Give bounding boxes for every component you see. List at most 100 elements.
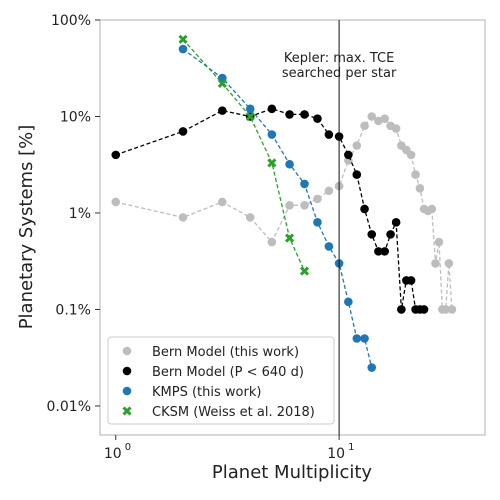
series-layer — [111, 34, 457, 372]
y-tick-label: 100% — [51, 13, 91, 29]
data-point — [324, 130, 334, 139]
data-point — [218, 106, 227, 115]
data-point — [267, 237, 277, 247]
y-tick-label: 1% — [69, 206, 91, 222]
series-0 — [111, 112, 457, 314]
data-point — [352, 170, 362, 179]
data-point — [313, 218, 322, 227]
cross-stroke — [299, 266, 310, 276]
data-point — [391, 124, 401, 133]
data-point — [324, 186, 334, 196]
kepler-annotation-line: Kepler: max. TCE — [284, 51, 394, 66]
data-point — [111, 150, 121, 160]
x-tick-exponent: 1 — [348, 442, 354, 453]
legend-marker — [122, 346, 132, 356]
data-point — [267, 104, 277, 114]
legend-label: Bern Model (P < 640 d) — [152, 365, 304, 380]
series-line — [115, 108, 424, 311]
data-point — [380, 114, 389, 123]
data-point — [324, 242, 334, 251]
data-point — [447, 305, 457, 314]
x-tick-label: 10 — [104, 446, 122, 462]
kepler-annotation-line: searched per star — [282, 66, 397, 81]
legend-label: Bern Model (this work) — [152, 345, 299, 360]
series-line — [115, 115, 453, 311]
cross-stroke — [122, 406, 132, 416]
data-point — [300, 179, 309, 189]
data-point — [397, 305, 406, 314]
data-point — [367, 230, 377, 239]
data-point — [245, 111, 255, 122]
x-tick-exponent: 0 — [125, 442, 131, 453]
data-point — [285, 110, 294, 119]
legend-marker — [122, 386, 132, 396]
data-point — [285, 201, 294, 210]
series-3 — [178, 34, 310, 276]
legend-label: CKSM (Weiss et al. 2018) — [152, 405, 315, 420]
data-point — [386, 230, 395, 239]
data-point — [178, 127, 188, 136]
ticks-layer: 100%10%1%0.1%0.01%10 0 10 1 — [47, 13, 355, 462]
legend-label: KMPS (this work) — [152, 385, 261, 400]
legend-marker — [122, 406, 132, 416]
data-point — [360, 121, 369, 131]
data-point — [299, 266, 310, 276]
data-point — [380, 247, 389, 256]
data-point — [300, 110, 309, 119]
data-point — [406, 150, 416, 160]
data-point — [178, 213, 188, 222]
data-point — [434, 237, 444, 247]
data-point — [284, 233, 295, 243]
series-line — [182, 48, 373, 368]
data-point — [344, 150, 353, 160]
plot-area — [99, 19, 486, 436]
data-point — [267, 130, 277, 139]
data-point — [344, 297, 353, 307]
series-line — [182, 38, 306, 272]
x-axis-title: Planet Multiplicity — [212, 462, 373, 483]
data-point — [111, 197, 121, 207]
data-point — [313, 114, 322, 123]
data-point — [367, 363, 377, 372]
legend-marker — [122, 366, 132, 376]
data-point — [360, 204, 369, 214]
cross-stroke — [284, 233, 295, 243]
data-point — [427, 204, 437, 214]
data-point — [218, 197, 227, 207]
data-point — [217, 78, 227, 89]
data-point — [178, 44, 188, 54]
data-point — [406, 276, 416, 285]
data-point — [431, 259, 440, 268]
data-point — [444, 259, 454, 268]
cross-stroke — [178, 34, 188, 44]
data-point — [267, 158, 277, 168]
data-point — [360, 334, 369, 343]
y-tick-label: 0.1% — [55, 302, 91, 318]
cross-stroke — [217, 78, 227, 89]
x-tick-label: 10 — [327, 446, 345, 462]
data-point — [411, 170, 420, 179]
data-point — [441, 305, 450, 314]
y-tick-label: 0.01% — [47, 399, 91, 415]
series-2 — [178, 44, 377, 372]
y-tick-label: 10% — [60, 109, 91, 125]
data-point — [245, 213, 255, 222]
data-point — [300, 201, 309, 210]
data-point — [415, 184, 425, 193]
data-point — [313, 194, 322, 204]
series-1 — [111, 104, 429, 314]
data-point — [352, 141, 362, 150]
cross-stroke — [267, 158, 277, 168]
data-point — [178, 34, 188, 44]
data-point — [419, 305, 429, 314]
legend-box — [107, 336, 335, 425]
legend: Bern Model (this work) Bern Model (P < 64… — [107, 336, 335, 425]
data-point — [245, 104, 255, 114]
data-point — [285, 159, 294, 169]
y-axis-title: Planetary Systems [%] — [16, 125, 37, 330]
data-point — [352, 334, 362, 343]
data-point — [367, 112, 377, 121]
data-point — [391, 218, 401, 227]
